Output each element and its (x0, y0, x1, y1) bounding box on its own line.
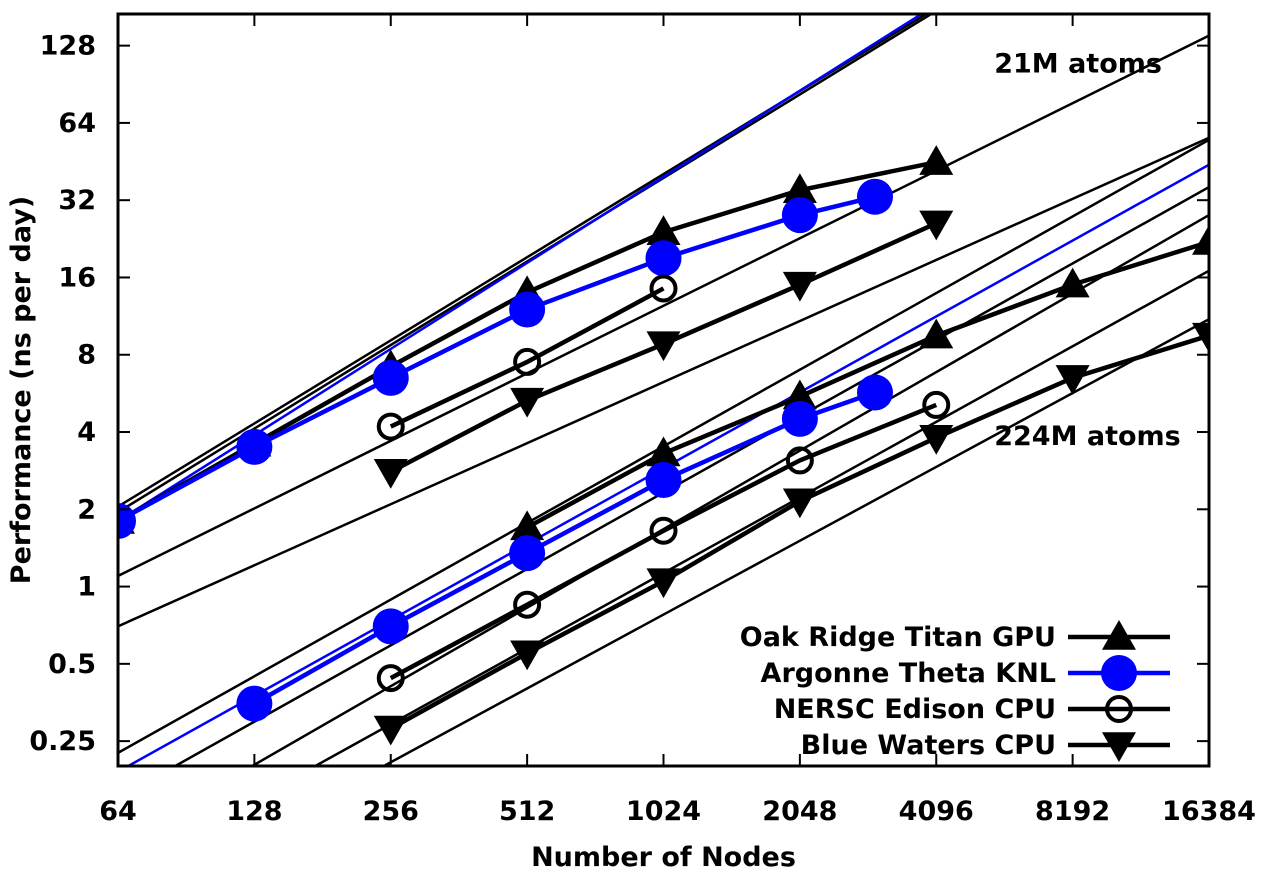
series-3-point-4 (919, 210, 954, 241)
series-3-point-3 (782, 271, 817, 302)
y-tick-label: 64 (58, 108, 96, 139)
y-axis-label: Performance (ns per day) (6, 196, 37, 584)
x-tick-label: 256 (363, 796, 419, 827)
series-1-point-3 (509, 291, 546, 328)
series-1-point-4 (645, 240, 682, 277)
y-tick-label: 32 (58, 185, 96, 216)
series-5-point-5 (856, 374, 893, 411)
legend-label: Oak Ridge Titan GPU (740, 622, 1056, 653)
series-6-point-2 (649, 516, 678, 545)
series-5-point-3 (645, 462, 682, 499)
y-tick-label: 4 (77, 417, 96, 448)
series-4-point-4 (1055, 267, 1090, 298)
series-3-point-2 (646, 331, 681, 362)
ideal-line-3 (118, 34, 1209, 578)
legend-label: Argonne Theta KNL (761, 658, 1056, 689)
series-2-point-2 (649, 274, 678, 303)
y-tick-label: 16 (58, 262, 96, 293)
series-2-point-1 (513, 347, 542, 376)
annotations: 21M atoms 224M atoms (994, 49, 1181, 452)
series-5-point-2 (509, 535, 546, 572)
series-6-point-4 (922, 390, 951, 419)
y-tick-label: 0.5 (48, 649, 96, 680)
legend-marker (1105, 695, 1133, 723)
series-5-point-4 (781, 400, 818, 437)
series-1-point-2 (372, 359, 409, 396)
ideal-line-4 (118, 136, 1209, 628)
legend-label: NERSC Edison CPU (774, 694, 1056, 725)
series-2-point-0 (376, 412, 405, 441)
series-3-point-0 (373, 459, 408, 489)
x-tick-label: 512 (499, 796, 555, 827)
series-6-point-0 (376, 664, 405, 693)
series-7-point-0 (373, 715, 408, 746)
series-1-point-0 (118, 503, 136, 540)
x-tick-label: 2048 (762, 796, 837, 827)
series-5-point-1 (372, 608, 409, 645)
series-6-point-3 (785, 446, 814, 475)
series-1-point-5 (781, 197, 818, 234)
y-tick-label: 1 (77, 572, 96, 603)
x-tick-label: 8192 (1035, 796, 1110, 827)
annotation-label: 21M atoms (994, 49, 1162, 80)
axis-ticks: 64 128 256 512 1024 2048 4096 8192 163840.250.51… (29, 14, 1256, 827)
legend-label: Blue Waters CPU (801, 730, 1056, 761)
x-tick-label: 4096 (899, 796, 974, 827)
series-0-point-4 (646, 215, 681, 246)
legend-marker (1101, 655, 1137, 691)
y-tick-label: 0.25 (29, 726, 96, 757)
legend-marker (1102, 620, 1136, 650)
series-4-point-2 (782, 379, 817, 410)
series-7-point-1 (510, 640, 545, 671)
x-tick-label: 16384 (1162, 796, 1256, 827)
x-tick-label: 1024 (626, 796, 701, 827)
series-3-point-1 (510, 387, 545, 418)
x-tick-label: 128 (226, 796, 282, 827)
y-tick-label: 128 (40, 31, 96, 62)
annotation-label: 224M atoms (994, 421, 1181, 452)
ideal-line-10 (381, 318, 1209, 766)
series-6-point-1 (513, 590, 542, 619)
series-7-point-6 (1192, 322, 1209, 353)
y-tick-label: 8 (77, 340, 96, 371)
legend: Oak Ridge Titan GPU Argonne Theta KNL NERS… (740, 620, 1170, 762)
series-7-point-2 (646, 568, 681, 599)
series-line-2 (389, 286, 665, 429)
series-7-point-4 (919, 424, 954, 455)
data-series (118, 145, 1209, 746)
series-5-point-0 (236, 685, 273, 722)
series-0-point-6 (919, 145, 954, 175)
series-4-point-0 (510, 510, 545, 541)
series-1-point-1 (236, 428, 273, 465)
series-line-4 (526, 239, 1209, 530)
series-4-point-3 (919, 318, 954, 349)
series-4-point-5 (1192, 224, 1209, 255)
y-tick-label: 2 (77, 494, 96, 525)
x-tick-label: 64 (99, 796, 137, 827)
series-7-point-5 (1055, 365, 1090, 395)
series-4-point-1 (646, 436, 681, 467)
series-0-point-5 (782, 173, 817, 203)
x-axis-label: Number of Nodes (531, 842, 796, 873)
series-line-6 (389, 402, 938, 681)
legend-marker (1102, 732, 1136, 762)
series-1-point-6 (856, 178, 893, 215)
series-7-point-3 (782, 488, 817, 519)
